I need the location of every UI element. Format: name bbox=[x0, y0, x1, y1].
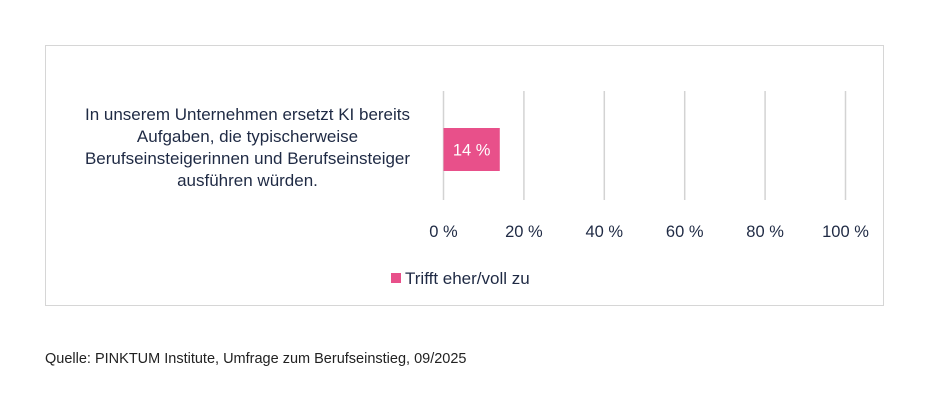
source-note: Quelle: PINKTUM Institute, Umfrage zum B… bbox=[45, 351, 467, 367]
bar bbox=[443, 128, 500, 171]
x-tick-label: 80 % bbox=[746, 223, 784, 241]
category-label: In unserem Unternehmen ersetzt KI bereit… bbox=[60, 104, 435, 192]
bar-data-label: 14 % bbox=[453, 142, 491, 160]
category-label-line: ausführen würden. bbox=[177, 171, 318, 190]
x-tick-label: 40 % bbox=[585, 223, 623, 241]
category-label-line: In unserem Unternehmen ersetzt KI bereit… bbox=[84, 105, 411, 124]
x-tick-label: 0 % bbox=[429, 223, 458, 241]
x-tick-label: 20 % bbox=[505, 223, 543, 241]
chart-frame bbox=[45, 45, 884, 306]
legend-swatch bbox=[391, 273, 401, 283]
x-tick-label: 100 % bbox=[822, 223, 869, 241]
category-label-line: Aufgaben, die typischerweise bbox=[136, 127, 359, 146]
category-label-line: Berufseinsteigerinnen und Berufseinsteig… bbox=[84, 149, 411, 168]
x-tick-label: 60 % bbox=[666, 223, 704, 241]
legend-label: Trifft eher/voll zu bbox=[405, 269, 530, 288]
